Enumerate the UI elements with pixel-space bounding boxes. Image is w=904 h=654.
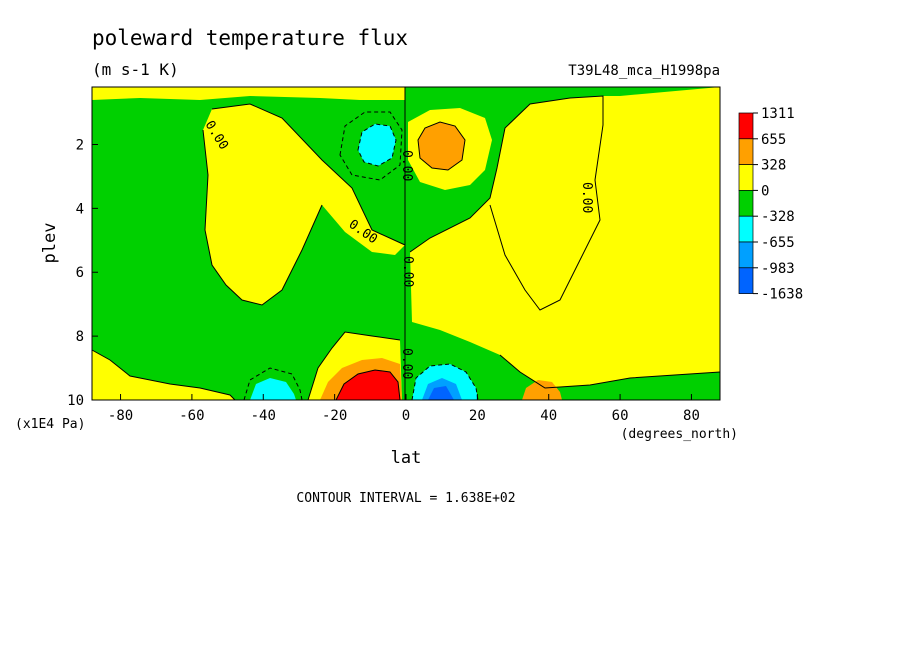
contour-line-yellow-deep: [307, 331, 401, 401]
contour-line-cyan-upper: [357, 123, 397, 167]
x-tick-label: -60: [179, 408, 204, 424]
y-tick-label: 4: [76, 201, 84, 217]
x-tick-label: -20: [322, 408, 347, 424]
color-legend: 1311 655 328 0 -328 -655 -983 -1638: [738, 106, 803, 303]
legend-swatch: [738, 112, 754, 140]
contour-line-cyan-upper-outer: [339, 111, 403, 181]
contour-line-nh-surface: [499, 354, 721, 389]
x-tick-label: -80: [108, 408, 133, 424]
zero-label: 0.00: [399, 150, 414, 181]
legend-swatch: [738, 190, 754, 217]
legend-swatch: [738, 215, 754, 243]
x-tick-label: 0: [402, 408, 410, 424]
flux-region-red-max: [336, 370, 400, 400]
legend-level-label: -328: [761, 209, 795, 225]
contour-line-cyan-sh: [243, 367, 303, 401]
contour-line-orange-nh: [417, 121, 466, 171]
contour-line-nh-zero: [409, 95, 604, 311]
flux-region-orange-nh-upper: [418, 122, 465, 170]
legend-level-label: -983: [761, 261, 795, 277]
x-tick-label: 80: [683, 408, 700, 424]
flux-region-cyan-upper: [358, 124, 396, 166]
chart-units: (m s-1 K): [92, 60, 179, 79]
plot-area: 0.00 0.00 0.00 0.00 0.00 0.00: [91, 86, 721, 401]
legend-level-label: 655: [761, 132, 786, 148]
legend-swatch: [738, 241, 754, 269]
positive-region-sh: [203, 104, 405, 305]
zero-label: 0.00: [399, 348, 414, 379]
chart-title: poleward temperature flux: [92, 26, 408, 50]
positive-region-polar: [92, 350, 235, 400]
positive-region-top: [92, 87, 405, 100]
legend-swatch: [738, 138, 754, 165]
x-axis: -80 -60 -40 -20 0 20 40 60 80: [108, 394, 700, 424]
x-axis-units: (degrees_north): [621, 427, 738, 442]
y-tick-label: 8: [76, 329, 84, 345]
flux-region-blue-min: [428, 386, 454, 400]
contour-line-polar: [91, 349, 236, 401]
zero-label: 0.00: [579, 182, 594, 213]
legend-level-label: -655: [761, 235, 795, 251]
x-tick-label: 20: [469, 408, 486, 424]
legend-swatch: [738, 267, 754, 294]
contour-line-sh-zero: [202, 103, 406, 306]
y-axis-label: plev: [40, 223, 60, 264]
contour-line-red: [335, 369, 401, 401]
legend-level-label: 328: [761, 158, 786, 174]
y-tick-label: 2: [76, 137, 84, 153]
legend-level-label: 0: [761, 183, 769, 199]
y-tick-label: 6: [76, 265, 84, 281]
y-tick-label: 10: [67, 393, 84, 409]
run-label: T39L48_mca_H1998pa: [568, 63, 720, 79]
contour-line-cyan-deep: [411, 363, 479, 401]
x-tick-label: 40: [540, 408, 557, 424]
zero-label: 0.00: [400, 256, 415, 287]
legend-level-label: 1311: [761, 106, 795, 122]
legend-level-label: -1638: [761, 287, 803, 303]
flux-region-orange-nh-lower: [522, 380, 562, 400]
x-axis-label: lat: [391, 448, 422, 468]
y-axis-units: (x1E4 Pa): [15, 417, 85, 432]
x-tick-label: -40: [251, 408, 276, 424]
contour-interval: CONTOUR INTERVAL = 1.638E+02: [296, 491, 515, 506]
x-tick-label: 60: [612, 408, 629, 424]
legend-swatch: [738, 164, 754, 191]
y-axis: 2 4 6 8 10: [67, 137, 98, 409]
flux-region-cyan-sh-lower: [250, 378, 296, 400]
positive-region-nh: [410, 87, 720, 388]
